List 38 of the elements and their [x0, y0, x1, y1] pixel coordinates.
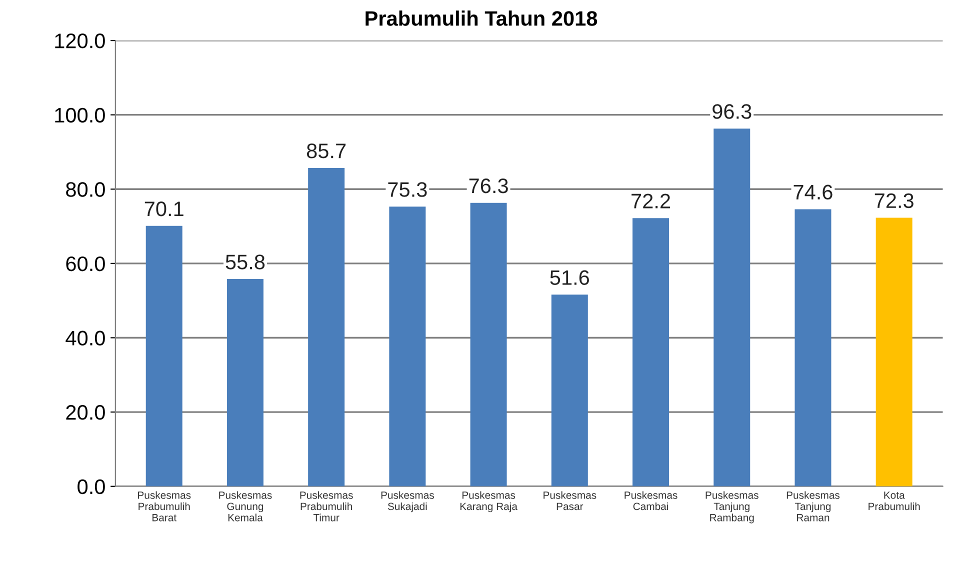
x-tick-label: Puskesmas Prabumulih Timur: [300, 491, 353, 522]
bar: [308, 168, 345, 486]
data-label: 51.6: [550, 270, 590, 285]
bar: [876, 218, 912, 486]
bar: [146, 226, 182, 486]
y-tick-label: 80.0: [66, 182, 105, 197]
bar: [226, 279, 264, 486]
x-tick-label: Puskesmas Cambai: [624, 491, 678, 510]
bar: [470, 202, 507, 486]
y-tick-label: 0.0: [78, 479, 105, 494]
data-label: 85.7: [306, 144, 346, 158]
data-label: 72.3: [874, 193, 914, 208]
y-tick-label: 100.0: [55, 108, 105, 123]
x-tick-label: Puskesmas Sukajadi: [381, 491, 434, 512]
data-label: 75.3: [388, 182, 427, 197]
bar: [551, 294, 588, 486]
y-tick-label: 120.0: [55, 34, 105, 48]
data-label: 74.6: [794, 184, 832, 200]
x-tick-label: Puskesmas Tanjung Raman: [786, 491, 840, 522]
x-tick-label: Puskesmas Karang Raja: [460, 491, 518, 512]
data-label: 96.3: [712, 104, 752, 119]
bar: [794, 209, 832, 486]
x-tick-label: Kota Prabumulih: [868, 492, 920, 510]
x-tick-label: Puskesmas Gunung Kemala: [219, 491, 272, 522]
y-tick-label: 20.0: [66, 405, 105, 420]
x-tick-label: Puskesmas Pasar: [544, 491, 596, 510]
data-label: 70.1: [144, 201, 184, 216]
y-tick-label: 40.0: [66, 330, 105, 346]
bar: [714, 128, 750, 486]
chart-title: Prabumulih Tahun 2018: [366, 10, 598, 26]
x-tick-label: Puskesmas Prabumulih Barat: [138, 491, 191, 522]
x-tick-label: Puskesmas Tanjung Rambang: [706, 491, 758, 524]
data-label: 76.3: [469, 178, 508, 194]
data-label: 72.2: [632, 194, 670, 208]
bar: [389, 206, 426, 486]
y-tick-label: 60.0: [66, 256, 105, 272]
bar: [632, 218, 670, 486]
data-label: 55.8: [226, 254, 265, 270]
